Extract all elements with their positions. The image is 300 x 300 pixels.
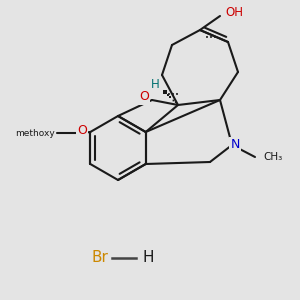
Text: CH₃: CH₃ (263, 152, 282, 162)
Text: OH: OH (225, 7, 243, 20)
Text: Br: Br (91, 250, 108, 266)
Text: H: H (151, 77, 159, 91)
Text: •••: ••• (167, 92, 179, 98)
Text: N: N (230, 139, 240, 152)
Text: H: H (142, 250, 154, 266)
Text: O: O (77, 124, 87, 137)
Text: O: O (139, 91, 149, 103)
Text: •••: ••• (205, 35, 217, 41)
Text: methoxy: methoxy (15, 128, 55, 137)
